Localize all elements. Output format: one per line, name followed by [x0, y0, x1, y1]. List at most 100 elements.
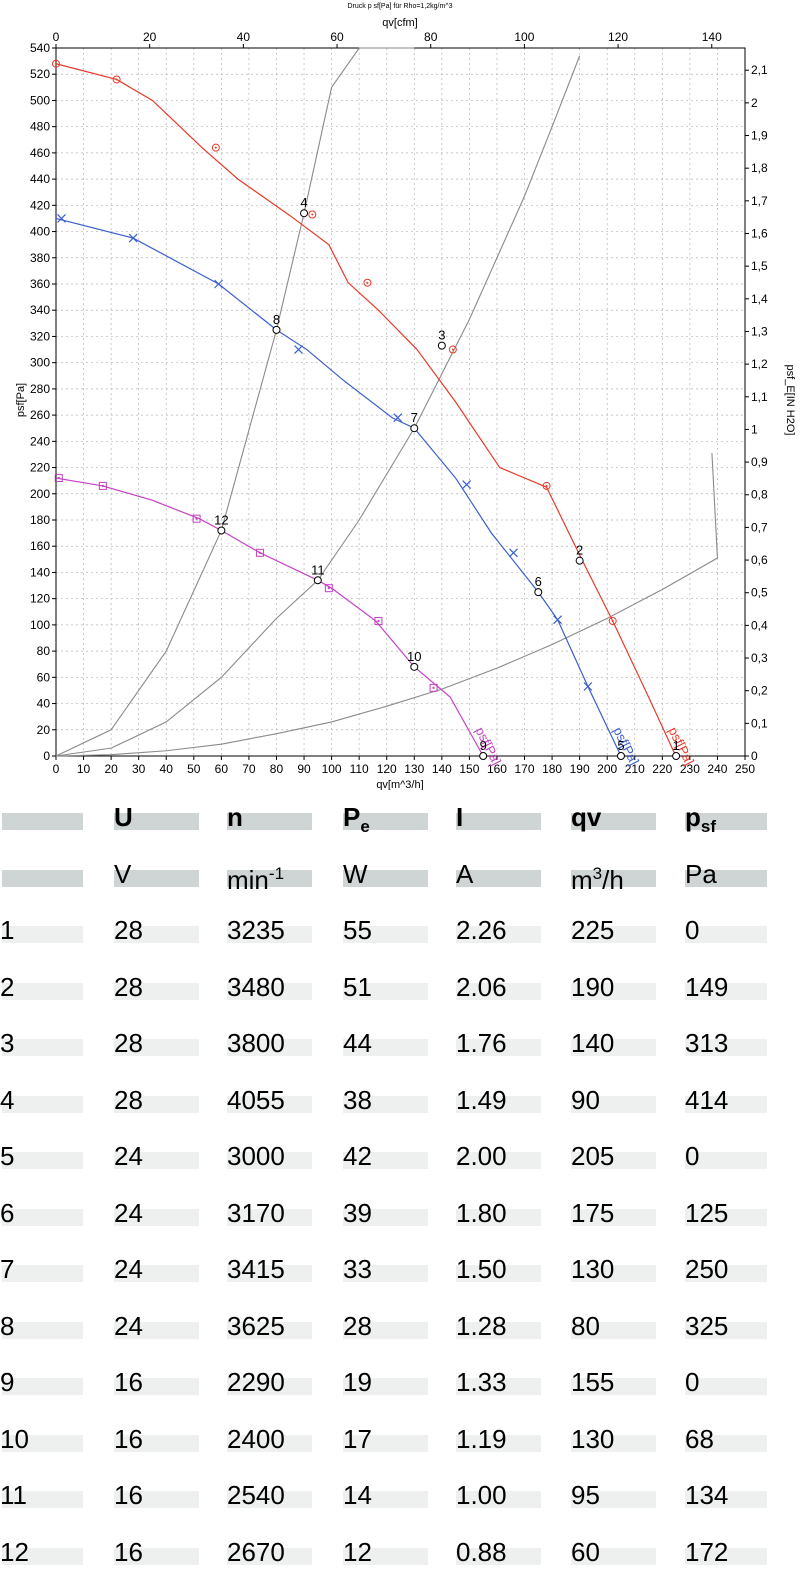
table-cell: 130 [571, 1254, 614, 1284]
table-cell: 250 [685, 1254, 728, 1284]
y-tick-label: 460 [30, 146, 50, 160]
y-tick-label: 540 [30, 41, 50, 55]
table-cell: 3 [0, 1028, 14, 1058]
curve-marker [554, 616, 562, 624]
table-cell: 90 [571, 1085, 600, 1115]
table-cell: 2.26 [456, 915, 507, 945]
curve-marker-dot [433, 687, 435, 689]
y-tick-label: 100 [30, 618, 50, 632]
table-cell: 2.00 [456, 1141, 507, 1171]
x-tick-label: 190 [570, 762, 590, 776]
table-cell: 1.00 [456, 1480, 507, 1510]
table-cell: 16 [114, 1367, 143, 1397]
table-cell: 3000 [227, 1141, 285, 1171]
y-tick-label: 200 [30, 487, 50, 501]
y-tick-label: 60 [37, 670, 51, 684]
fan-curve-3 [56, 478, 483, 756]
fan-curve-2 [56, 218, 621, 756]
table-cell: 4 [0, 1085, 14, 1115]
operating-point-label: 7 [411, 410, 418, 425]
operating-point-11 [314, 577, 321, 584]
operating-point-7 [411, 425, 418, 432]
operating-point-10 [411, 663, 418, 670]
table-cell: 2540 [227, 1480, 285, 1510]
table-cell: 0 [685, 1141, 699, 1171]
curve-marker-dot [328, 587, 330, 589]
table-cell: 2290 [227, 1367, 285, 1397]
table-cell: 155 [571, 1367, 614, 1397]
y-tick-label: 380 [30, 251, 50, 265]
fan-curves: psf[Pa]psf[Pa]psf[Pa] [53, 60, 698, 767]
y-tick-label: 140 [30, 565, 50, 579]
x2-tick-label: 60 [330, 30, 344, 44]
curve-marker-dot [377, 620, 379, 622]
table-cell: 8 [0, 1311, 14, 1341]
curve-marker-dot [311, 214, 313, 216]
curve-marker-dot [116, 78, 118, 80]
x-tick-label: 220 [652, 762, 672, 776]
x-tick-label: 90 [297, 762, 311, 776]
curve-marker [58, 214, 66, 222]
table-cell: 2 [0, 972, 14, 1002]
y-tick-label: 280 [30, 382, 50, 396]
table-cell: 16 [114, 1480, 143, 1510]
y-tick-label: 500 [30, 93, 50, 107]
y2-tick-label: 0,3 [751, 651, 768, 665]
table-cell: 11 [0, 1480, 27, 1510]
table-header-row: U n Pe I qv psf [0, 790, 800, 847]
table-cell: 3235 [227, 915, 285, 945]
x2-tick-label: 100 [514, 30, 534, 44]
y2-tick-label: 0,7 [751, 520, 768, 534]
unit-power: W [343, 859, 368, 889]
curve-marker-dot [259, 552, 261, 554]
table-cell: 2670 [227, 1537, 285, 1567]
operating-point-label: 8 [273, 312, 280, 327]
x-tick-label: 80 [270, 762, 284, 776]
table-cell: 3625 [227, 1311, 285, 1341]
fan-curve-1 [56, 64, 676, 756]
table-cell: 5 [0, 1141, 14, 1171]
table-cell: 125 [685, 1198, 728, 1228]
operating-point-3 [438, 342, 445, 349]
table-cell: 1.76 [456, 1028, 507, 1058]
y2-tick-label: 1,5 [751, 259, 768, 273]
table-cell: 39 [343, 1198, 372, 1228]
operating-point-1 [673, 753, 680, 760]
x-tick-label: 0 [53, 762, 60, 776]
table-cell: 205 [571, 1141, 614, 1171]
table-cell: 14 [343, 1480, 372, 1510]
table-cell: 51 [343, 972, 372, 1002]
table-cell: 414 [685, 1085, 728, 1115]
curve-marker [129, 234, 137, 242]
operating-point-label: 3 [438, 328, 445, 343]
table-cell: 3415 [227, 1254, 285, 1284]
table-cell: 28 [114, 915, 143, 945]
x-tick-label: 100 [322, 762, 342, 776]
unit-speed: min-1 [227, 859, 284, 895]
table-cell: 28 [343, 1311, 372, 1341]
x-tick-label: 120 [377, 762, 397, 776]
header-pressure: psf [685, 802, 716, 842]
curve-marker-dot [58, 477, 60, 479]
table-cell: 4055 [227, 1085, 285, 1115]
x-tick-label: 130 [404, 762, 424, 776]
header-airflow: qv [571, 802, 601, 832]
x2-tick-label: 40 [237, 30, 251, 44]
table-cell: 130 [571, 1424, 614, 1454]
table-cell: 175 [571, 1198, 614, 1228]
table-cell: 2.06 [456, 972, 507, 1002]
system-curve [56, 48, 414, 756]
table-cell: 55 [343, 915, 372, 945]
y-tick-label: 320 [30, 329, 50, 343]
table-cell: 3480 [227, 972, 285, 1002]
unit-voltage: V [114, 859, 131, 889]
table-cell: 44 [343, 1028, 372, 1058]
x-tick-label: 60 [215, 762, 229, 776]
